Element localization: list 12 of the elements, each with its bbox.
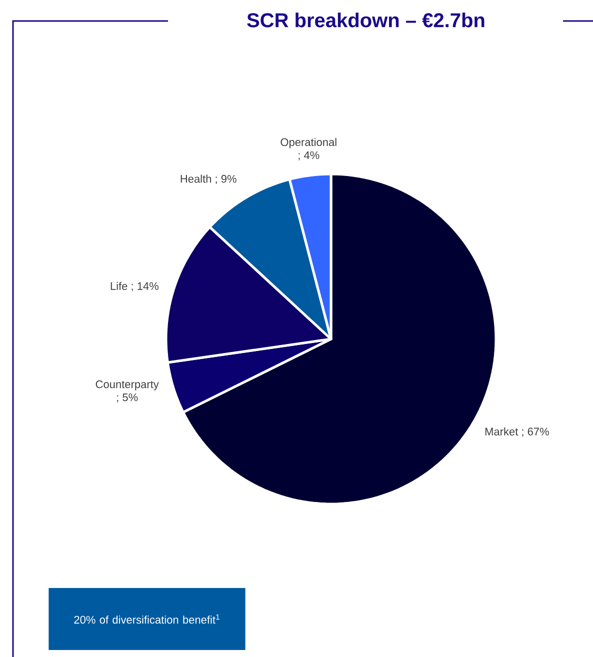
slice-label: Market: [485, 427, 518, 436]
data-label: ; 67%: [522, 428, 549, 437]
text: 20% of diversification benefit$^{1}$: [74, 614, 220, 624]
data-label: ; 5%: [117, 393, 138, 402]
slice-label: Operational: [280, 138, 336, 148]
data-label: ; 14%: [132, 282, 158, 292]
slice-label: Counterparty: [96, 380, 159, 390]
slice-label: Health: [180, 174, 212, 183]
slice-label: Life: [110, 282, 128, 290]
data-label: ; 9%: [216, 174, 236, 184]
data-label: ; 4%: [298, 151, 320, 160]
chart-title: SCR breakdown – €2.7bn: [247, 12, 484, 28]
